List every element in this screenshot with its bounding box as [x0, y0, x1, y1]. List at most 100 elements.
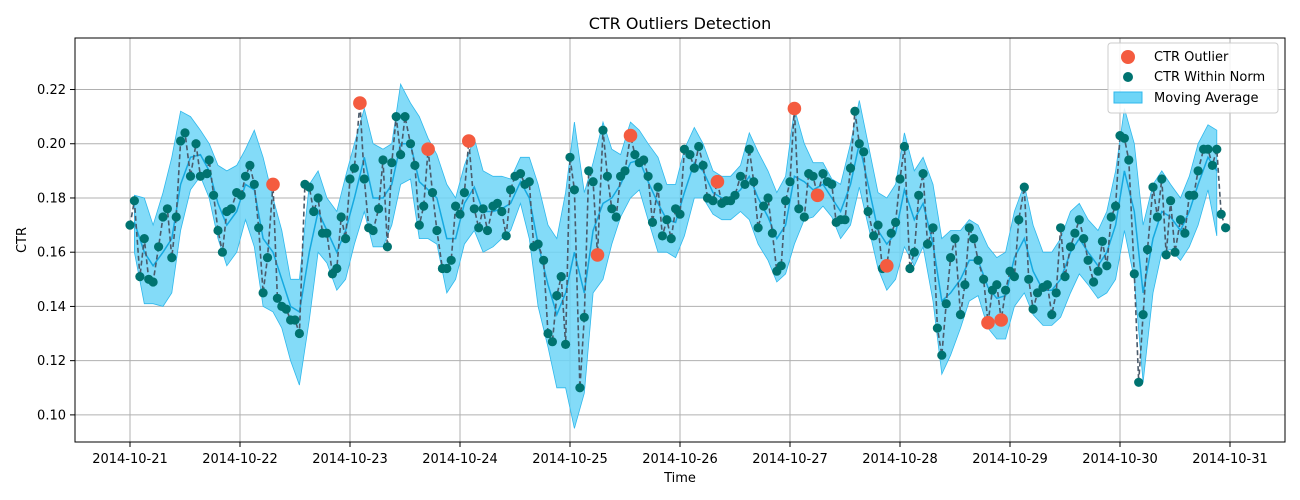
moving-average-band [134, 82, 1218, 429]
ctr-within-norm-point [556, 272, 566, 282]
ctr-within-norm-point [1203, 144, 1213, 154]
ctr-within-norm-point [1074, 215, 1084, 225]
ctr-within-norm-point [918, 169, 928, 179]
ctr-within-norm-point [840, 215, 850, 225]
ctr-within-norm-point [561, 339, 571, 349]
ctr-outlier-point [810, 188, 825, 203]
ctr-within-norm-point [763, 193, 773, 203]
ctr-within-norm-point [497, 206, 507, 217]
ctr-within-norm-point [1207, 160, 1217, 170]
x-tick-label: 2014-10-28 [862, 452, 938, 467]
ctr-within-norm-point [565, 152, 575, 162]
ctr-within-norm-point [290, 315, 300, 325]
ctr-within-norm-point [941, 299, 951, 309]
ctr-within-norm-point [799, 212, 809, 222]
ctr-outlier-point [421, 142, 435, 156]
ctr-within-norm-point [657, 231, 668, 241]
ctr-within-norm-point [818, 169, 828, 179]
ctr-within-norm-point [1129, 269, 1139, 279]
ctr-within-norm-point [359, 174, 369, 184]
ctr-within-norm-point [378, 155, 388, 165]
ctr-within-norm-point [749, 177, 759, 187]
ctr-within-norm-point [960, 280, 970, 290]
ctr-within-norm-point [543, 328, 553, 339]
ctr-within-norm-point [455, 209, 465, 219]
legend-normal-marker [1123, 72, 1133, 82]
ctr-within-norm-point [808, 171, 818, 181]
ctr-within-norm-point [1106, 212, 1116, 222]
legend: CTR Outlier CTR Within Norm Moving Avera… [1107, 42, 1279, 114]
ctr-within-norm-point [345, 174, 355, 184]
y-tick-label: 0.20 [37, 137, 66, 152]
y-tick-label: 0.16 [37, 246, 66, 261]
ctr-within-norm-point [937, 350, 947, 360]
ctr-outlier-point [994, 313, 1008, 327]
ctr-within-norm-point [827, 179, 837, 189]
ctr-within-norm-point [598, 125, 608, 135]
ctr-within-norm-point [1042, 280, 1052, 290]
ctr-within-norm-point [767, 228, 778, 238]
x-axis-title: Time [663, 471, 696, 486]
ctr-within-norm-point [387, 158, 397, 168]
ctr-within-norm-point [482, 225, 493, 236]
ctr-within-norm-point [979, 274, 989, 284]
ctr-within-norm-point [1056, 223, 1066, 233]
y-tick-label: 0.18 [37, 191, 66, 206]
ctr-within-norm-point [405, 139, 416, 149]
x-tick-label: 2014-10-29 [972, 452, 1048, 467]
ctr-within-norm-point [304, 182, 314, 192]
ctr-outlier-point [590, 248, 605, 262]
ctr-within-norm-point [427, 188, 438, 198]
ctr-within-norm-point [158, 212, 168, 222]
ctr-within-norm-point [539, 255, 549, 265]
ctr-within-norm-point [1142, 244, 1153, 255]
ctr-within-norm-point [1119, 133, 1129, 143]
ctr-within-norm-point [167, 253, 177, 263]
moving-average-band-layer [134, 82, 1218, 429]
ctr-within-norm-point [154, 242, 164, 252]
ctr-within-norm-point [547, 337, 558, 347]
x-tick-label: 2014-10-31 [1192, 452, 1268, 467]
ctr-within-norm-point [524, 177, 534, 187]
ctr-outlier-point [353, 96, 367, 110]
ctr-within-norm-point [217, 247, 227, 257]
ctr-within-norm-point [1093, 266, 1103, 276]
ctr-within-norm-point [740, 179, 750, 189]
ctr-within-norm-point [1152, 212, 1162, 222]
ctr-within-norm-point [1148, 182, 1158, 192]
ctr-outlier-point [787, 101, 802, 116]
ctr-within-norm-point [313, 193, 323, 203]
ctr-within-norm-point [584, 166, 594, 176]
ctr-within-norm-point [374, 204, 384, 214]
ctr-within-norm-point [579, 312, 589, 322]
ctr-within-norm-point [759, 201, 769, 211]
outlier-points-layer [266, 96, 1008, 330]
moving-average-line-layer [133, 142, 1218, 317]
ctr-within-norm-point [451, 201, 461, 211]
ctr-within-norm-point [202, 169, 212, 179]
ctr-within-norm-point [180, 128, 190, 138]
ctr-within-norm-point [249, 179, 259, 189]
ctr-within-norm-point [1019, 182, 1029, 192]
ctr-outlier-point [880, 259, 894, 273]
ctr-within-norm-point [236, 190, 246, 200]
ctr-within-norm-point [588, 177, 598, 187]
ctr-within-norm-point [630, 150, 640, 160]
ctr-within-norm-point [410, 160, 420, 170]
ctr-within-norm-point [185, 171, 196, 181]
ctr-within-norm-point [886, 228, 896, 238]
ctr-within-norm-point [341, 234, 351, 244]
ctr-within-norm-point [611, 212, 621, 222]
ctr-within-norm-point [946, 253, 956, 263]
x-tick-label: 2014-10-23 [312, 452, 388, 467]
ctr-outlier-point [710, 174, 725, 189]
ctr-within-norm-point [1180, 228, 1190, 238]
ctr-within-norm-point [647, 217, 658, 227]
ctr-within-norm-point [309, 206, 319, 217]
ctr-within-norm-point [575, 383, 585, 393]
moving-average-line [133, 142, 1218, 317]
legend-band-marker [1113, 91, 1143, 104]
legend-band-label: Moving Average [1154, 91, 1258, 106]
ctr-within-norm-point [753, 223, 763, 233]
